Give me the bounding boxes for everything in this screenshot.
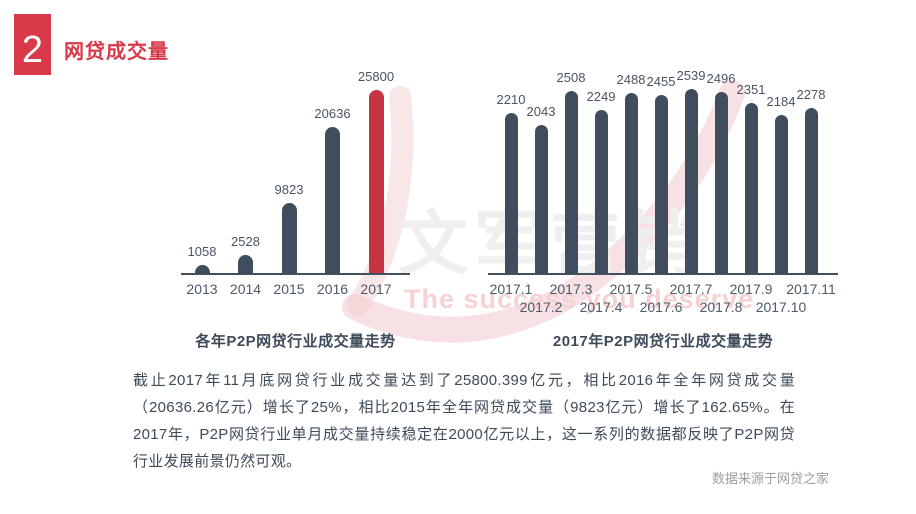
bar-2017.6	[654, 95, 668, 273]
bar-2017.2	[534, 124, 548, 273]
bar-2017.4	[594, 110, 608, 273]
bar-2017	[368, 90, 384, 273]
bar-value-label: 20636	[314, 105, 351, 121]
x-axis-label-2017: 2017	[360, 281, 392, 297]
x-axis-label-2017.6: 2017.6	[639, 299, 683, 315]
chart-title-right: 2017年P2P网贷行业成交量走势	[552, 333, 774, 350]
bar-2017.7	[684, 89, 698, 273]
bar-2017.1	[504, 112, 518, 273]
section-number-badge: 2	[14, 14, 51, 75]
bar-2014	[238, 255, 253, 273]
x-axis-label-2014: 2014	[229, 281, 262, 297]
section-number: 2	[21, 28, 44, 71]
x-axis-label-2017.8: 2017.8	[699, 299, 743, 315]
bar-value-label: 2528	[231, 234, 260, 250]
x-axis-label-2016: 2016	[316, 281, 349, 297]
bar-value-label: 2488	[616, 71, 646, 87]
bar-2016	[325, 126, 340, 273]
x-axis-label-2017.10: 2017.10	[755, 299, 807, 315]
x-axis-line	[488, 273, 838, 275]
bar-2017.10	[774, 114, 788, 273]
bar-value-label: 2184	[766, 93, 796, 109]
bar-value-label: 2455	[646, 74, 676, 90]
plot-area: 1058 2528 9823 20636 25800	[181, 62, 410, 273]
x-axis-label-2017.9: 2017.9	[729, 281, 773, 297]
x-axis-label-2017.4: 2017.4	[579, 299, 623, 315]
bar-2017.9	[744, 102, 758, 273]
bar-value-label: 2496	[706, 71, 736, 87]
x-axis-label-2017.1: 2017.1	[489, 281, 533, 297]
bar-2017.3	[564, 91, 578, 273]
bar-value-label: 1058	[187, 244, 217, 259]
bar-value-label: 2539	[676, 68, 706, 83]
x-axis-line	[181, 273, 410, 275]
x-axis-label-2017.11: 2017.11	[786, 281, 836, 297]
x-axis-label-2017.5: 2017.5	[609, 281, 653, 297]
bar-2015	[281, 203, 297, 273]
bar-value-label: 2278	[796, 86, 826, 102]
bar-value-label: 2210	[496, 91, 526, 107]
bar-value-label: 2508	[556, 70, 586, 86]
x-axis-label-2017.3: 2017.3	[549, 281, 593, 297]
summary-paragraph: 截止2017年11月底网贷行业成交量达到了25800.399亿元，相比2016年…	[133, 372, 795, 470]
x-axis-label-2015: 2015	[273, 281, 305, 297]
page-title: 网贷成交量	[64, 41, 169, 63]
bar-2017.8	[714, 92, 728, 273]
x-axis-label-2013: 2013	[186, 281, 218, 297]
chart-yearly-volume: 1058 2528 9823 20636 25800 2013 2014 2015 2016 20…	[181, 62, 410, 297]
bar-value-label: 25800	[357, 69, 395, 84]
bar-value-label: 2249	[586, 89, 616, 105]
x-axis-label-2017.2: 2017.2	[519, 299, 563, 315]
x-axis-label-2017.7: 2017.7	[669, 281, 713, 297]
bar-value-label: 9823	[274, 182, 304, 198]
bar-value-label: 2043	[526, 103, 556, 119]
bar-value-label: 2351	[736, 81, 766, 97]
chart-title-left: 各年P2P网贷行业成交量走势	[195, 333, 396, 350]
chart-monthly-volume-2017: 2210 2043 2508 2249 2488 2455 2539 2496 2351 2184…	[488, 62, 838, 315]
plot-area: 2210 2043 2508 2249 2488 2455 2539 2496 2351 2184…	[488, 62, 838, 273]
data-source-note: 数据来源于网贷之家	[712, 471, 830, 486]
bar-2017.5	[624, 92, 638, 273]
bar-2013	[194, 265, 210, 273]
bar-2017.11	[804, 107, 818, 273]
